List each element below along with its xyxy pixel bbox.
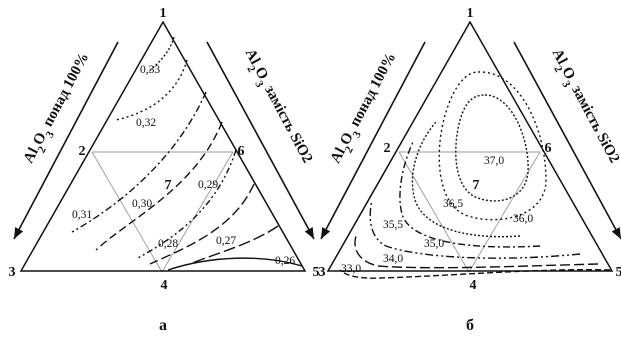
contour-line-6 bbox=[354, 235, 599, 269]
contour-label: 0,26 bbox=[275, 255, 295, 267]
contour-line-5 bbox=[369, 199, 581, 259]
contour-line-2 bbox=[115, 59, 188, 121]
contour-line-1 bbox=[147, 36, 175, 73]
contour-line-7 bbox=[189, 225, 279, 265]
right-arrow-b-head bbox=[611, 227, 621, 239]
vertex-label-7: 7 bbox=[473, 178, 480, 193]
contour-label: 0,28 bbox=[158, 238, 178, 250]
contour-label: 0,31 bbox=[72, 209, 92, 221]
vertex-label-3: 3 bbox=[319, 265, 326, 280]
contour-label: 0,30 bbox=[132, 198, 152, 210]
vertex-label-4: 4 bbox=[470, 278, 477, 293]
contour-label: 35,5 bbox=[383, 219, 403, 231]
contour-line-1 bbox=[455, 94, 529, 202]
right-arrow-a-head bbox=[304, 227, 314, 239]
grid-line-2 bbox=[91, 151, 163, 273]
right-axis-title-a: Al2O3 замість SiO2 bbox=[237, 46, 315, 168]
vertex-label-6: 6 bbox=[238, 144, 245, 159]
right-arrow-a-shaft bbox=[206, 41, 315, 240]
right-arrow-b-shaft bbox=[513, 41, 621, 240]
vertex-label-3: 3 bbox=[9, 265, 16, 280]
contour-line-7 bbox=[339, 268, 611, 279]
left-arrow-a-head bbox=[14, 227, 24, 239]
right-arrow-a bbox=[206, 41, 315, 240]
left-axis-title-b: Al2O3 понад 100% bbox=[328, 50, 404, 168]
right-arrow-b bbox=[513, 41, 621, 240]
vertex-label-1: 1 bbox=[467, 6, 474, 21]
vertex-label-7: 7 bbox=[165, 178, 172, 193]
contour-line-6 bbox=[149, 183, 255, 265]
contour-label: 36,5 bbox=[443, 198, 463, 210]
contour-line-8 bbox=[167, 257, 303, 271]
vertex-label-4: 4 bbox=[161, 278, 168, 293]
vertex-label-5: 5 bbox=[616, 265, 621, 280]
contour-label: 37,0 bbox=[484, 155, 504, 167]
panel-a: 1 2 3 4 5 6 7 0,33 0,32 0,31 0,30 0,29 0,28 0,27 0,26 а bbox=[9, 6, 320, 334]
left-arrow-b bbox=[320, 41, 426, 240]
panel-letter: а bbox=[159, 317, 167, 334]
contour-label: 35,0 bbox=[424, 238, 444, 250]
right-axis-title-b: Al2O3 замість SiO2 bbox=[544, 46, 621, 168]
grid-line-3 bbox=[161, 151, 234, 273]
contour-label: 0,32 bbox=[136, 117, 156, 129]
contour-label: 33,0 bbox=[341, 263, 361, 275]
vertex-label-2: 2 bbox=[79, 144, 86, 159]
contour-line-3 bbox=[411, 121, 521, 238]
contour-label: 34,0 bbox=[383, 253, 403, 265]
vertex-label-2: 2 bbox=[384, 141, 391, 156]
left-arrow-a-shaft bbox=[13, 41, 119, 240]
vertex-label-6: 6 bbox=[545, 141, 552, 156]
contour-label: 0,33 bbox=[140, 64, 160, 76]
left-arrow-b-shaft bbox=[320, 41, 426, 240]
grid-line-3 bbox=[468, 151, 541, 273]
contour-line-5 bbox=[137, 149, 237, 259]
vertex-label-1: 1 bbox=[160, 6, 167, 21]
contour-line-2 bbox=[438, 71, 547, 221]
contour-label: 0,29 bbox=[198, 179, 218, 191]
panel-b: 1 2 3 4 5 6 7 37,0 36,5 36,0 35,5 35,0 34,0 33,0 б bbox=[319, 6, 621, 334]
contour-line-3 bbox=[71, 91, 207, 233]
panel-letter: б bbox=[466, 317, 474, 334]
grid-line-2 bbox=[398, 151, 470, 273]
contour-line-4 bbox=[95, 121, 223, 251]
contour-label: 36,0 bbox=[513, 213, 533, 225]
triangle-outline bbox=[19, 20, 307, 272]
contour-label: 0,27 bbox=[216, 235, 236, 247]
contour-line-4 bbox=[399, 139, 541, 248]
left-arrow-a bbox=[13, 41, 119, 240]
left-arrow-b-head bbox=[321, 227, 331, 239]
triangle-outline bbox=[326, 20, 614, 272]
vertex-label-5: 5 bbox=[313, 265, 320, 280]
